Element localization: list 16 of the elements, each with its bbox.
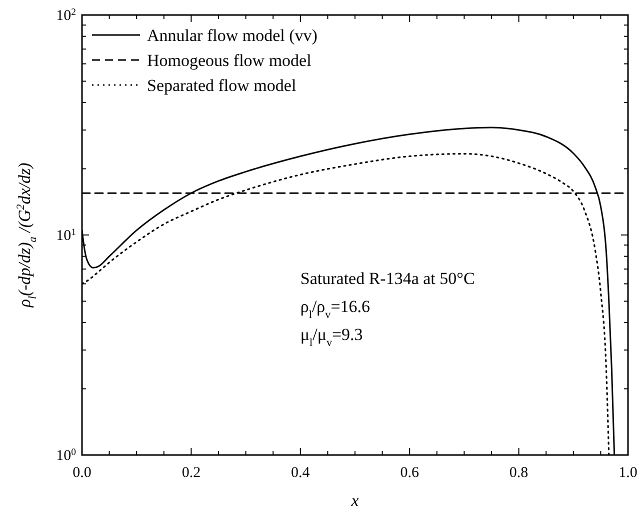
y-tick-label: 10$^{2}$ <box>56 6 76 24</box>
x-tick-label: 0.6 <box>400 465 420 481</box>
x-tick-label: 0.4 <box>291 465 310 481</box>
x-tick-label: 0.8 <box>509 465 528 481</box>
y-tick-label: 10$^{1}$ <box>56 226 76 244</box>
x-tick-label: 0.0 <box>72 465 92 481</box>
legend-label: Annular flow model (vv) <box>147 26 318 45</box>
y-tick-label: 10$^{0}$ <box>56 446 76 464</box>
annotation: ρ$_{l}$/ρ$_{v}$=16.6 <box>300 296 370 321</box>
x-tick-label: 0.2 <box>182 465 201 481</box>
legend-label: Separated flow model <box>147 76 296 95</box>
x-tick-label: 1.0 <box>618 465 638 481</box>
annotation: Saturated R-134a at 50°C <box>300 268 475 288</box>
legend-label: Homogeous flow model <box>147 51 312 70</box>
x-axis-title: x <box>350 491 360 510</box>
annotation: μ$_{l}$/μ$_{v}$=9.3 <box>300 324 363 349</box>
